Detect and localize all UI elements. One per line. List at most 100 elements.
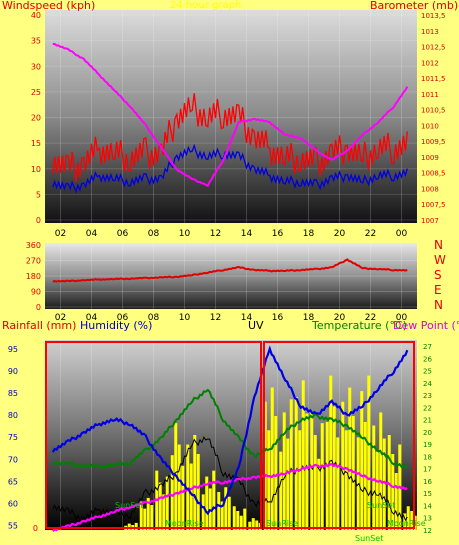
temp-y-tick: 20 [423,429,432,437]
temperature-axis-title: Temperature (°C) [312,319,407,332]
uv-bar [150,505,154,530]
wind-direction-line [52,258,408,283]
humidity-y-tick: 55 [8,522,18,531]
hour-tick-label: 18 [303,229,315,239]
temp-y-tick: 19 [423,441,432,449]
dew-point-line [52,463,408,532]
hour-tick-label: 02 [55,313,66,323]
hour-tick-label: 02 [55,229,66,239]
wind-y-tick: 25 [31,88,41,97]
uv-bar [394,473,398,530]
uv-bar [232,506,236,530]
wind-average-line [52,143,408,194]
wind-y-tick: 5 [36,190,41,199]
baro-y-tick: 1009 [421,154,439,162]
hour-tick-label: 22 [365,229,376,239]
hour-tick-label: 20 [334,313,346,323]
uv-bar [325,421,329,530]
hour-tick-label: 14 [241,229,253,239]
hour-tick-label: 00 [396,313,408,323]
temp-y-tick: 18 [423,453,432,461]
uv-bar [267,430,271,530]
graph-title: 24 hour graph [170,0,242,11]
uv-bar [367,375,371,530]
uv-bar [301,380,305,530]
annotation-sunset-bottom: SunSet [355,534,384,543]
uv-bar [243,508,247,530]
humidity-y-tick: 70 [8,455,18,464]
annotation-sunset-left: SunSet [115,501,144,510]
uv-bar [186,444,190,530]
uv-bar [310,411,314,530]
hour-tick-label: 16 [272,229,284,239]
baro-y-tick: 1008,5 [421,170,446,178]
direction-y-tick: 180 [26,272,41,281]
uv-bar [413,515,417,530]
uv-bar [379,412,383,530]
baro-y-tick: 1011 [421,91,439,99]
uv-bar [212,470,216,530]
uv-bar [341,401,345,530]
hour-tick-label: 08 [148,229,160,239]
hour-tick-label: 10 [179,229,191,239]
uv-bar [286,438,290,530]
barometer-line [52,43,409,187]
humidity-y-tick: 90 [8,367,18,376]
uv-bar [248,521,252,530]
uv-bar [146,497,150,530]
uv-bar [406,506,410,530]
temp-y-tick: 26 [423,355,432,363]
uv-bar [158,482,162,530]
baro-y-tick: 1010 [421,122,439,130]
uv-bar [201,494,205,530]
baro-y-tick: 1012,5 [421,44,446,52]
hour-tick-label: 04 [86,229,98,239]
wind-y-tick: 0 [36,216,41,225]
humidity-y-tick: 75 [8,433,18,442]
wind-y-tick: 10 [31,165,41,174]
uv-bar [282,412,286,530]
uv-bar [336,437,340,530]
temp-y-tick: 27 [423,343,432,351]
direction-y-tick: 270 [26,257,41,266]
uv-bar [181,465,185,530]
uv-bar [205,476,209,530]
baro-y-tick: 1007 [421,217,439,225]
hour-tick-label: 16 [272,313,284,323]
uv-bar [208,488,212,530]
uv-bar [177,444,181,530]
temperature-line [52,388,408,470]
uv-bar [251,518,255,530]
compass-w: W [434,253,446,267]
uv-bar [317,458,321,530]
uv-bar [320,423,324,530]
uv-bar [382,438,386,530]
hour-tick-label: 12 [210,313,221,323]
uv-bar [134,522,138,530]
uv-bar [139,501,143,530]
hour-tick-label: 20 [334,229,346,239]
uv-bar [239,515,243,530]
direction-y-tick: 90 [31,288,41,297]
uv-bar [289,399,293,530]
temp-y-tick: 13 [423,515,432,523]
rain-day2-box [263,341,415,529]
humidity-y-tick: 65 [8,477,18,486]
uv-bar [332,406,336,530]
compass-n-bottom: N [434,298,443,312]
uv-bar [162,494,166,530]
humidity-axis-title: Humidity (%) [80,319,153,332]
temp-y-tick: 23 [423,392,432,400]
temp-plot-area [45,340,417,530]
uv-bar [193,435,197,530]
uv-axis-title: UV [248,319,264,332]
uv-bar [196,454,200,530]
hour-tick-label: 04 [86,313,98,323]
wind-y-tick: 35 [31,37,41,46]
compass-e: E [434,283,442,297]
annotation-moonrise-right: MoonRise [387,519,426,528]
uv-bar [360,391,364,530]
uv-bar [274,416,278,530]
hour-tick-label: 10 [179,313,191,323]
